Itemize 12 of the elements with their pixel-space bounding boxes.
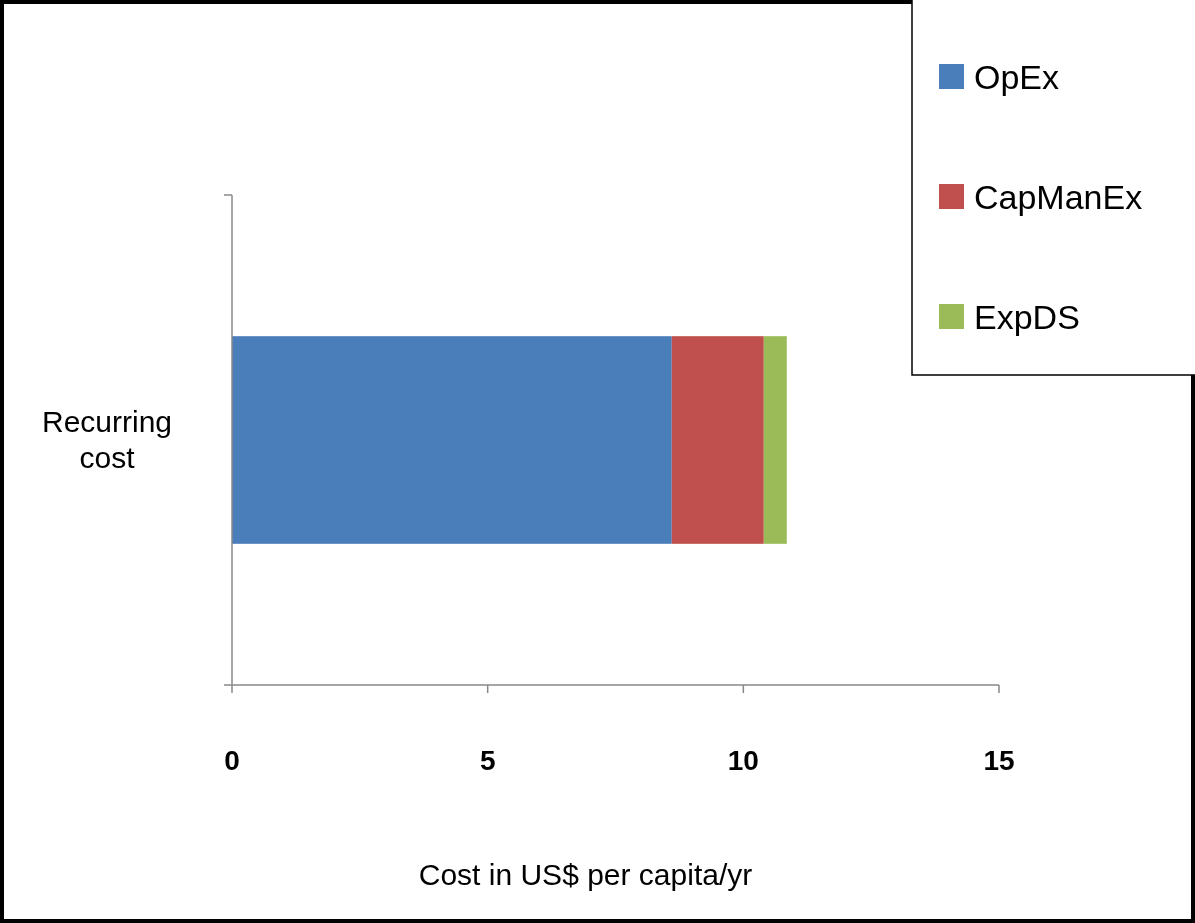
y-tick-label: Recurring cost bbox=[41, 405, 173, 474]
bar bbox=[232, 336, 672, 544]
x-tick-label: 5 bbox=[479, 745, 496, 776]
bar bbox=[763, 336, 787, 544]
x-tick-label: 10 bbox=[727, 745, 759, 776]
legend-label: ExpDS bbox=[974, 298, 1080, 336]
x-axis-title: Cost in US$ per capita/yr bbox=[418, 858, 753, 891]
legend-label: CapManEx bbox=[974, 178, 1143, 216]
bar bbox=[671, 336, 764, 544]
x-tick-label: 0 bbox=[224, 745, 240, 776]
legend-label: OpEx bbox=[974, 58, 1060, 96]
x-tick-label: 15 bbox=[983, 745, 1015, 776]
